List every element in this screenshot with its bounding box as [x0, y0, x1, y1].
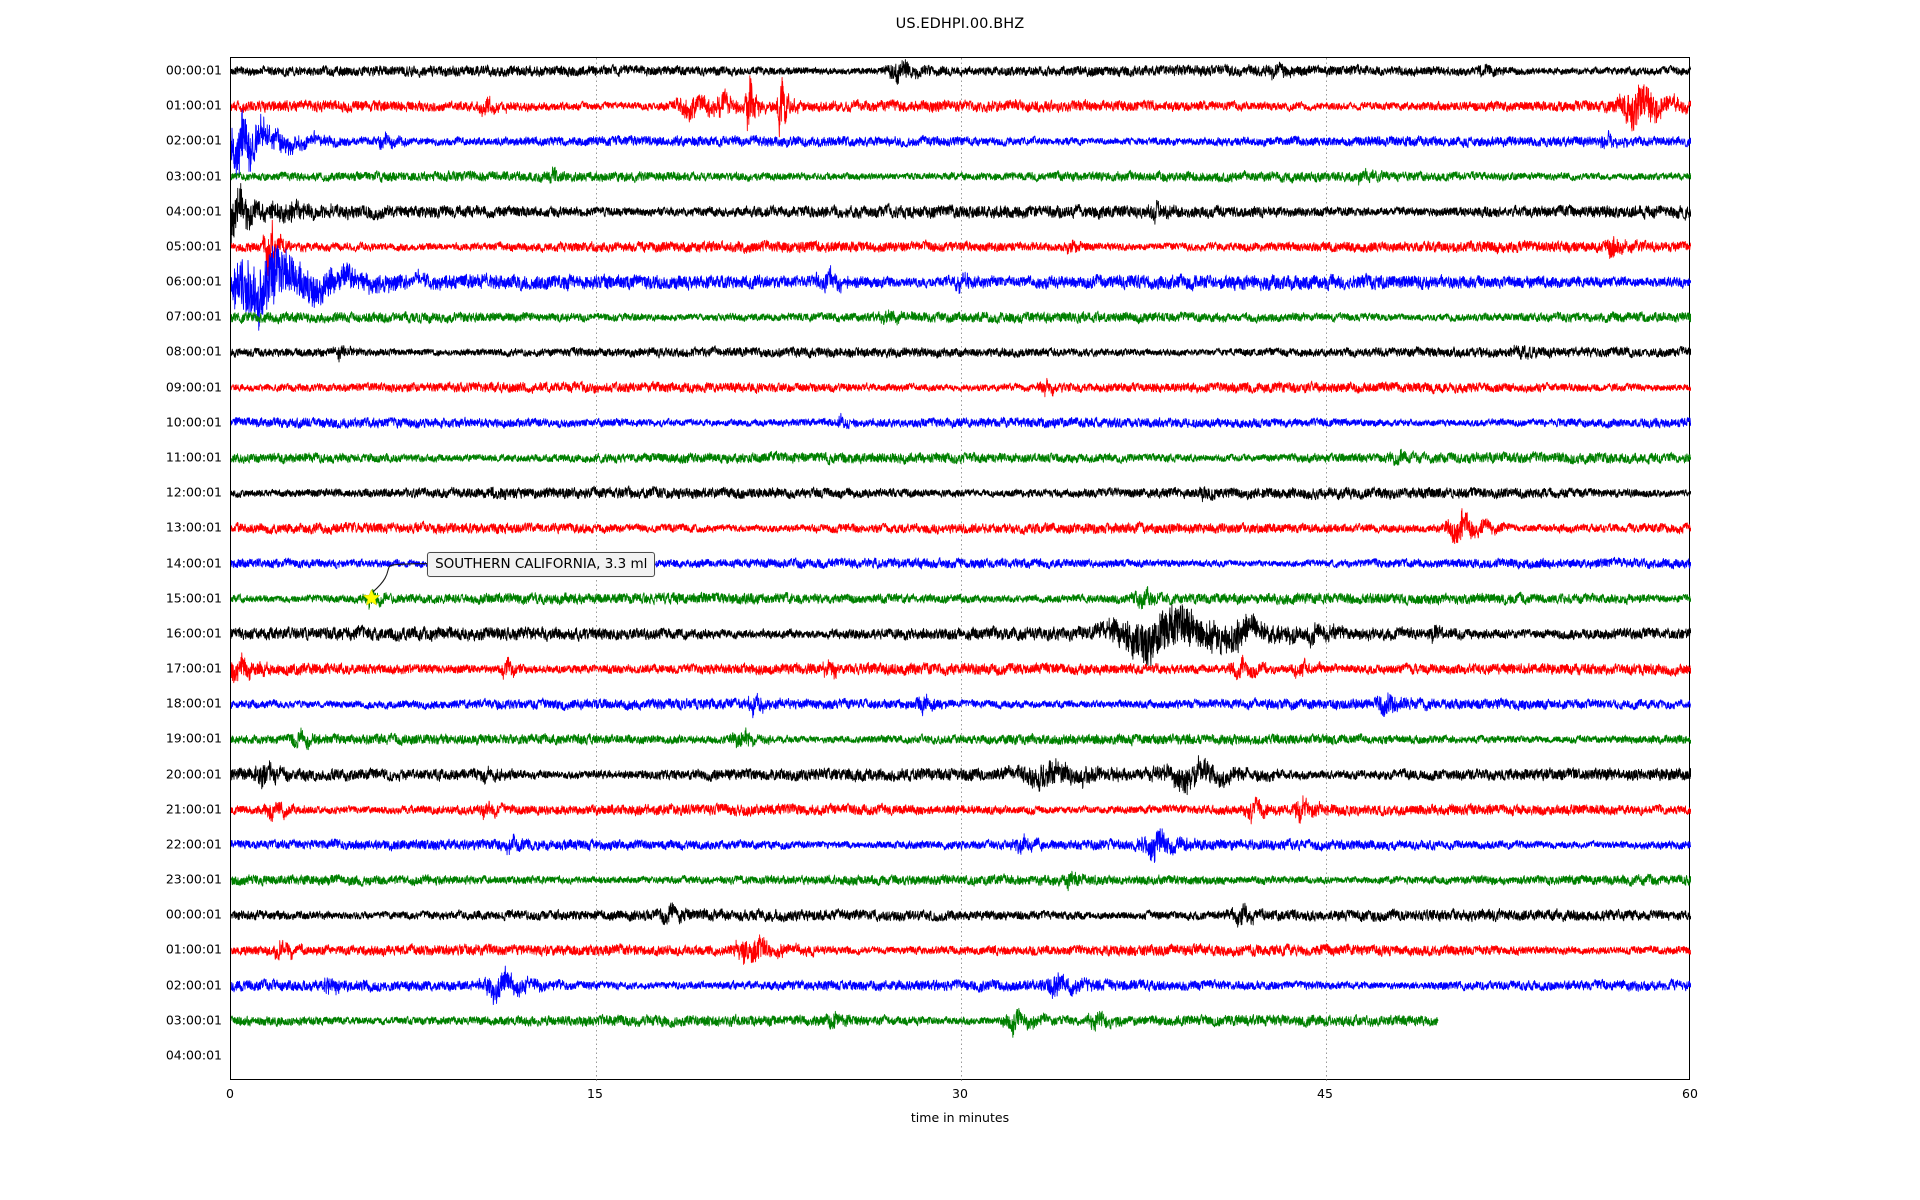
x-tick-label: 0: [226, 1086, 234, 1101]
y-tick-label: 17:00:01: [165, 660, 222, 676]
y-tick-label: 22:00:01: [165, 836, 222, 852]
y-tick-label: 05:00:01: [165, 238, 222, 254]
earthquake-annotation-label[interactable]: SOUTHERN CALIFORNIA, 3.3 ml: [427, 551, 656, 577]
y-tick-label: 18:00:01: [165, 695, 222, 711]
y-tick-label: 08:00:01: [165, 343, 222, 359]
y-tick-label: 04:00:01: [165, 1047, 222, 1063]
y-tick-label: 23:00:01: [165, 871, 222, 887]
x-axis-tick-labels: 0 15 30 45 60: [226, 1086, 1698, 1110]
y-tick-label: 00:00:01: [165, 62, 222, 78]
x-axis-title: time in minutes: [910, 1110, 1010, 1125]
annotation-layer: SOUTHERN CALIFORNIA, 3.3 ml: [230, 57, 1690, 1080]
y-tick-label: 10:00:01: [165, 414, 222, 430]
y-tick-label: 00:00:01: [165, 906, 222, 922]
y-tick-label: 14:00:01: [165, 555, 222, 570]
page-title: US.EDHPI.00.BHZ: [895, 16, 1025, 32]
y-tick-label: 01:00:01: [165, 941, 222, 957]
y-tick-label: 19:00:01: [165, 730, 222, 746]
y-tick-label: 11:00:01: [165, 449, 222, 465]
y-tick-label: 02:00:01: [165, 977, 222, 993]
x-tick-label: 15: [587, 1086, 603, 1101]
y-tick-label: 21:00:01: [165, 801, 222, 817]
y-tick-label: 03:00:01: [165, 168, 222, 184]
event-star-icon[interactable]: [362, 589, 380, 606]
y-tick-label: 02:00:01: [165, 132, 222, 148]
y-tick-label: 03:00:01: [165, 1012, 222, 1028]
y-tick-label: 15:00:01: [165, 590, 222, 606]
x-tick-label: 45: [1317, 1086, 1333, 1101]
x-tick-label: 30: [952, 1086, 968, 1101]
y-tick-label: 16:00:01: [165, 625, 222, 641]
x-tick-label: 60: [1682, 1086, 1698, 1101]
y-tick-label: 07:00:01: [165, 308, 222, 324]
y-axis-tick-labels: 00:00:01 01:00:01 02:00:01 03:00:01 04:00:01…: [110, 57, 222, 1080]
y-tick-label: 09:00:01: [165, 379, 222, 395]
y-tick-label: 01:00:01: [165, 97, 222, 113]
y-tick-label: 04:00:01: [165, 203, 222, 219]
y-tick-label: 12:00:01: [165, 484, 222, 500]
plot-axes-frame: [230, 57, 1691, 1081]
y-tick-label: 06:00:01: [165, 273, 222, 289]
y-tick-label: 13:00:01: [165, 519, 222, 535]
y-tick-label: 20:00:01: [165, 766, 222, 782]
